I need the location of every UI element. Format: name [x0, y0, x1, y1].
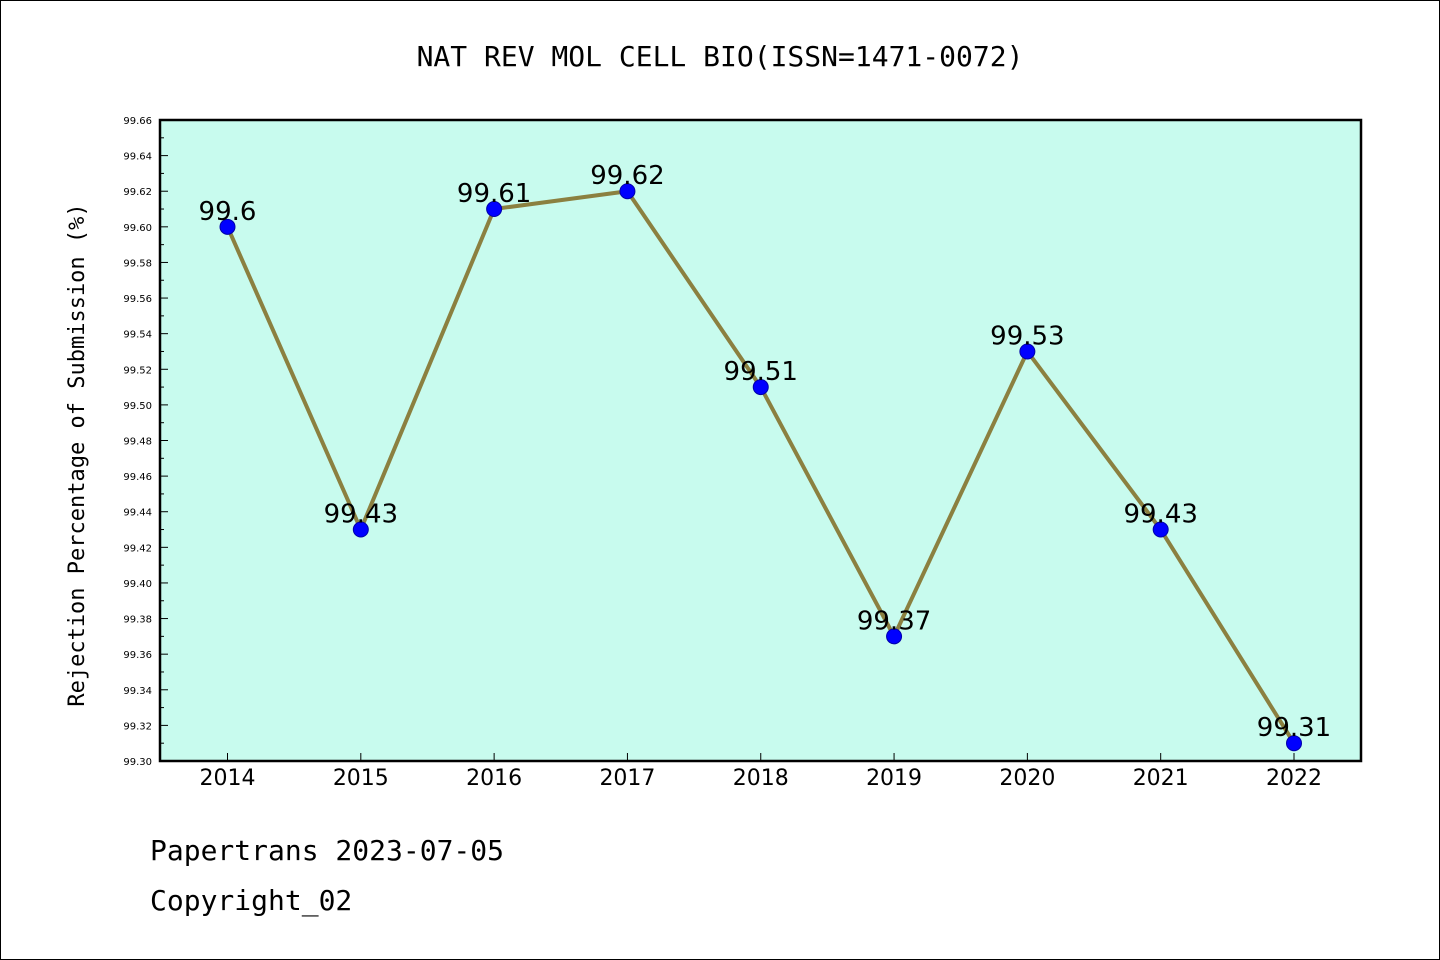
- y-axis: 99.30 99.32 99.34 99.36 99.38 99.40 99.42 99.44…: [123, 116, 168, 768]
- data-point-2022: [1286, 735, 1302, 752]
- y-tick-label: 99.50: [123, 401, 152, 412]
- footer-copyright: Copyright_02: [150, 884, 353, 917]
- data-point-2014: [219, 218, 236, 235]
- data-label-2019: 99.37: [857, 606, 931, 636]
- x-tick-label: 2020: [999, 766, 1055, 791]
- y-tick-label: 99.64: [123, 152, 152, 163]
- y-tick-label: 99.52: [123, 365, 152, 376]
- y-tick-label: 99.38: [123, 615, 152, 626]
- x-tick-label: 2021: [1133, 766, 1189, 791]
- footer-date: Papertrans 2023-07-05: [150, 834, 505, 867]
- x-tick-label: 2018: [733, 766, 789, 791]
- x-tick-label: 2014: [200, 766, 256, 791]
- data-label-2022: 99.31: [1257, 713, 1331, 743]
- data-point-2018: [752, 379, 769, 396]
- data-label-2021: 99.43: [1123, 500, 1197, 530]
- data-label-2017: 99.62: [590, 161, 664, 191]
- y-tick-label: 99.60: [123, 223, 152, 234]
- y-tick-label: 99.44: [123, 508, 152, 519]
- data-label-2014: 99.6: [199, 197, 257, 227]
- data-point-2020: [1019, 343, 1036, 360]
- y-tick-label: 99.62: [123, 187, 152, 198]
- plot-area: [158, 118, 1363, 763]
- data-point-2019: [886, 628, 903, 645]
- data-point-2017: [619, 183, 636, 200]
- x-tick-label: 2019: [866, 766, 922, 791]
- x-tick-label: 2015: [333, 766, 389, 791]
- data-point-2016: [486, 201, 503, 218]
- y-tick-label: 99.42: [123, 543, 152, 554]
- y-tick-label: 99.34: [123, 686, 152, 697]
- series-markers: [219, 183, 1302, 752]
- y-tick-label: 99.32: [123, 721, 152, 732]
- y-tick-label: 99.56: [123, 294, 152, 305]
- x-tick-label: 2016: [466, 766, 522, 791]
- y-tick-label: 99.46: [123, 472, 152, 483]
- y-tick-label: 99.48: [123, 437, 152, 448]
- y-tick-label: 99.30: [123, 757, 152, 768]
- y-tick-label: 99.54: [123, 330, 152, 341]
- data-label-2018: 99.51: [724, 357, 798, 387]
- y-axis-label: Rejection Percentage of Submission (%): [65, 203, 90, 706]
- data-label-2020: 99.53: [990, 321, 1064, 351]
- data-labels: 99.6 99.43 99.61 99.62 99.51 99.37 99.53 99.43 9…: [199, 161, 1332, 743]
- x-tick-label: 2017: [599, 766, 655, 791]
- data-label-2015: 99.43: [324, 500, 398, 530]
- x-tick-label: 2022: [1266, 766, 1322, 791]
- data-point-2021: [1152, 521, 1169, 538]
- y-tick-label: 99.58: [123, 258, 152, 269]
- y-tick-label: 99.40: [123, 579, 152, 590]
- y-tick-label: 99.36: [123, 650, 152, 661]
- data-point-2015: [352, 521, 369, 538]
- data-label-2016: 99.61: [457, 179, 531, 209]
- chart-title: NAT REV MOL CELL BIO(ISSN=1471-0072): [417, 40, 1024, 73]
- y-tick-label: 99.66: [123, 116, 152, 127]
- x-axis: 2014 2015 2016 2017 2018 2019 2020 2021 2022: [200, 753, 1322, 791]
